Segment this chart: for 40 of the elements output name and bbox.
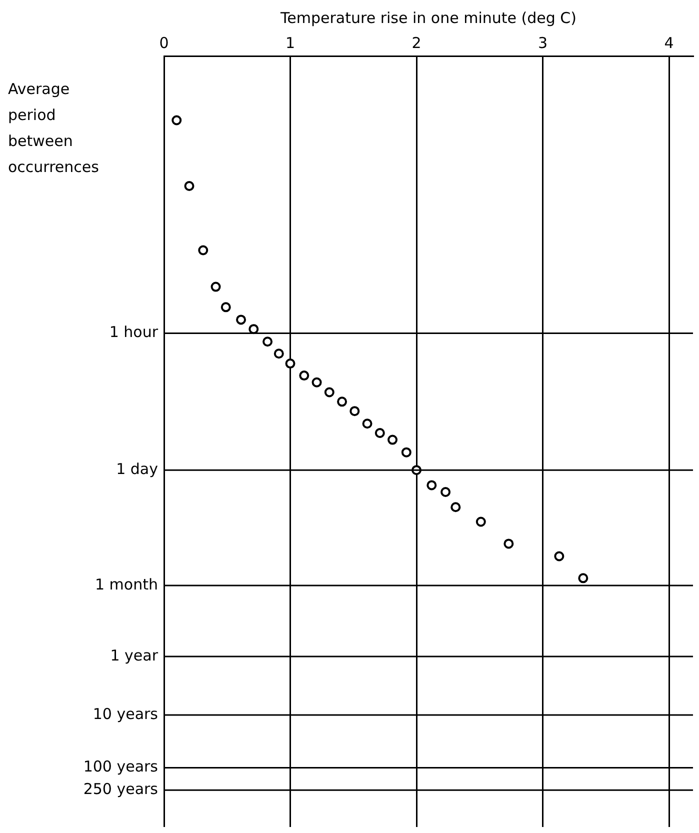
ref-line-label: 1 day [116,460,158,478]
point [248,324,259,334]
point [440,487,451,497]
point [324,387,334,398]
point [401,447,412,458]
point [504,538,514,549]
point [426,480,437,490]
x-tick-label: 4 [664,34,674,52]
point [450,502,461,512]
point [337,396,348,407]
point [285,358,296,369]
ref-line-label: 1 month [95,575,158,594]
ref-line-label: 1 year [110,646,159,664]
point [312,377,322,388]
x-tick-label: 1 [285,34,296,52]
point [220,302,231,312]
ref-line-label: 10 years [92,704,158,723]
x-tick-label: 3 [538,34,548,52]
point [184,181,194,192]
point [299,370,310,381]
point [350,406,360,416]
ref-line-label: 1 hour [109,323,159,342]
point [210,282,221,292]
point [388,434,398,445]
point [262,336,273,347]
point [374,428,385,438]
point [476,516,486,527]
ref-line-label: 100 years [83,758,158,776]
point [172,115,182,126]
point [554,551,564,562]
text: Average period between occurrences [8,79,100,178]
x-axis-title: Temperature rise in one minute (deg C) [280,8,576,27]
x-tick-label: 0 [159,34,169,52]
point [274,348,284,359]
point [362,418,372,429]
ref-line-label: 250 years [83,780,158,798]
x-tick-label: 2 [412,34,422,52]
point [198,245,208,256]
point [236,314,246,325]
point [578,573,588,584]
